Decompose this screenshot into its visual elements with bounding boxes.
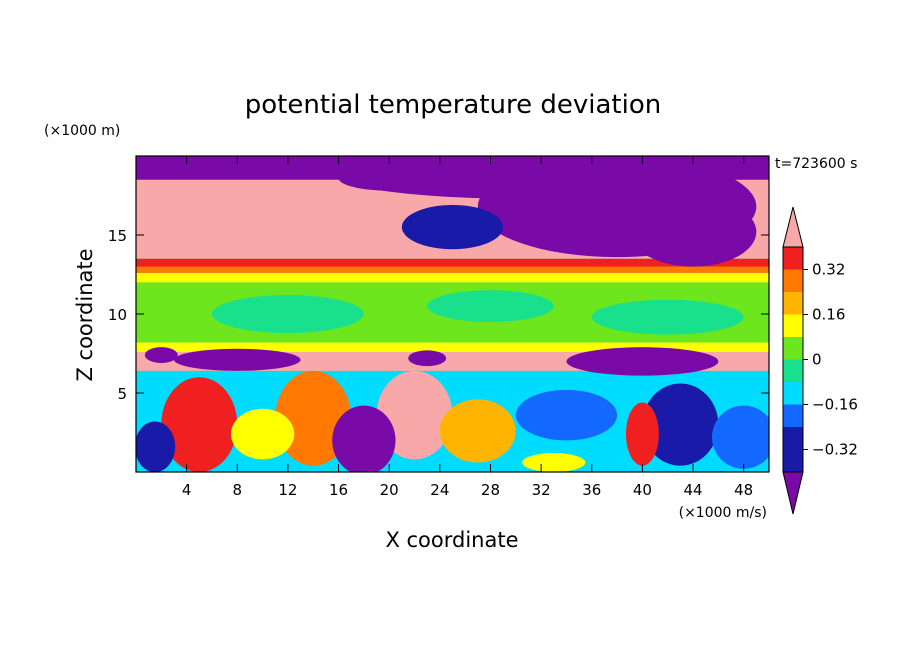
y-unit-label: (×1000 m) (44, 123, 120, 139)
field-blob (338, 165, 440, 191)
colorbar-label: 0 (812, 351, 822, 369)
y-tick-label: 5 (117, 385, 127, 403)
colorbar-swatch (783, 404, 803, 427)
y-axis: 5 10 15 (108, 227, 769, 403)
field-blob (408, 350, 447, 367)
x-axis-title: X coordinate (385, 528, 518, 552)
contour-field (136, 156, 769, 472)
time-label: t=723600 s (775, 156, 857, 172)
field-blob (427, 290, 554, 322)
y-tick-label: 15 (108, 227, 127, 245)
field-blob (629, 197, 757, 267)
x-tick-label: 32 (532, 481, 551, 499)
field-blob (401, 204, 504, 250)
field-blob (211, 295, 364, 333)
field-blob (173, 348, 301, 371)
field-blob (144, 347, 178, 363)
colorbar-label: 0.32 (812, 261, 845, 279)
colorbar-swatch (783, 449, 803, 472)
field-blob (642, 383, 719, 466)
x-unit-label: (×1000 m/s) (679, 505, 767, 521)
field-blob (591, 299, 744, 335)
y-tick-label: 10 (108, 306, 127, 324)
field-blob (522, 453, 586, 472)
field-blob (712, 405, 769, 469)
field-blob (230, 408, 295, 460)
x-axis: 4 8 12 16 20 24 28 32 36 40 44 48 (182, 156, 753, 499)
colorbar-swatch (783, 269, 803, 292)
x-tick-label: 16 (329, 481, 348, 499)
y-axis-title: Z coordinate (73, 248, 97, 381)
field-band (136, 258, 769, 267)
chart-title: potential temperature deviation (245, 90, 661, 120)
colorbar-swatch (783, 292, 803, 315)
x-tick-label: 48 (734, 481, 753, 499)
field-blob (439, 399, 516, 463)
colorbar-min-extension (782, 471, 804, 515)
field-blob (566, 347, 719, 376)
colorbar-label: −0.32 (812, 441, 858, 459)
colorbar-swatch (783, 247, 803, 270)
x-tick-label: 20 (380, 481, 399, 499)
field-blob (136, 421, 176, 472)
field-band (136, 342, 769, 352)
x-tick-label: 8 (233, 481, 243, 499)
colorbar-max-extension (782, 206, 804, 248)
x-tick-label: 24 (430, 481, 449, 499)
colorbar-swatch (783, 382, 803, 405)
colorbar-swatch (783, 427, 803, 450)
x-tick-label: 12 (278, 481, 297, 499)
colorbar-swatch (783, 314, 803, 337)
x-tick-label: 4 (182, 481, 192, 499)
x-tick-label: 28 (481, 481, 500, 499)
field-blob (332, 405, 396, 472)
colorbar-label: −0.16 (812, 396, 858, 414)
colorbar-label: 0.16 (812, 306, 845, 324)
field-blob (275, 370, 352, 466)
field-blob (161, 377, 238, 472)
x-tick-label: 36 (582, 481, 601, 499)
field-band (136, 266, 769, 273)
field-blob (376, 370, 453, 460)
x-tick-label: 40 (633, 481, 652, 499)
colorbar-swatch (783, 337, 803, 360)
x-tick-label: 44 (683, 481, 702, 499)
colorbar-swatch (783, 359, 803, 382)
field-band (136, 272, 769, 283)
field-blob (515, 389, 618, 441)
colorbar: 0.32 0.16 0 −0.16 −0.32 (782, 206, 858, 515)
field-blob (625, 402, 659, 466)
